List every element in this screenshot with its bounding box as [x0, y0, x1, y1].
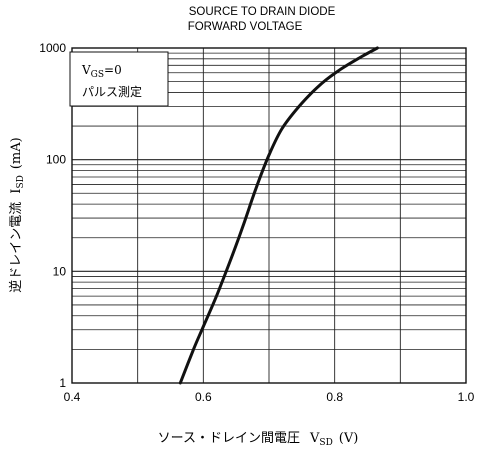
grid [72, 48, 466, 383]
x-tick-labels: 0.4 0.6 0.8 1.0 [64, 390, 475, 404]
x-tick-label: 0.8 [326, 390, 343, 404]
plot-frame [71, 47, 467, 384]
chart-title-line-1: SOURCE TO DRAIN DIODE [189, 6, 336, 18]
x-tick-label: 0.6 [195, 390, 212, 404]
y-tick-label: 1 [59, 376, 66, 390]
x-tick-label: 0.4 [64, 390, 81, 404]
series-line [178, 46, 379, 385]
x-axis-label: ソース・ドレイン間電圧 VSD (V) [158, 431, 359, 448]
y-tick-labels: 1 10 100 1000 [39, 41, 66, 390]
y-tick-label: 10 [53, 264, 67, 278]
y-axis-label: 逆ドレイン電流ISD(mA) [8, 137, 26, 292]
chart-title-line-2: FORWARD VOLTAGE [188, 21, 303, 33]
annotation-box: VGS=0 パルス測定 [69, 51, 169, 107]
annotation-pulse: パルス測定 [82, 84, 142, 99]
y-tick-label: 100 [46, 153, 66, 167]
x-tick-label: 1.0 [458, 390, 475, 404]
y-tick-label: 1000 [39, 41, 66, 55]
annotation-vgs: VGS=0 [81, 63, 122, 80]
